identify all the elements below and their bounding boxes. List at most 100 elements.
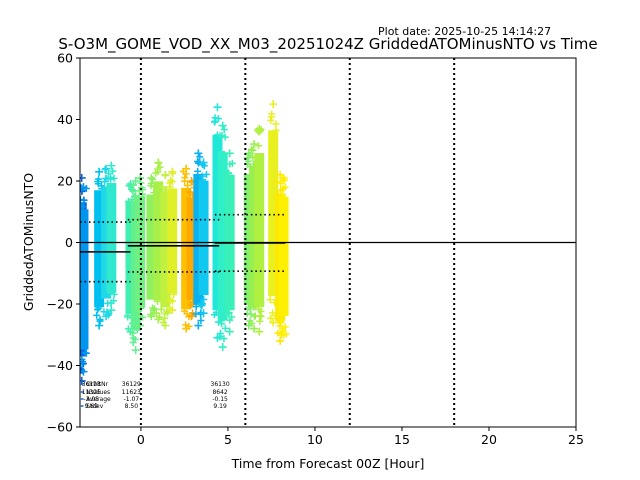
scatter-column-core	[243, 173, 254, 305]
stats-value: 11623	[122, 389, 141, 396]
x-tick-label: 15	[394, 432, 410, 447]
scatter-min-point	[80, 367, 88, 376]
scatter-point	[192, 303, 200, 311]
scatter-point	[279, 190, 287, 198]
scatter-point	[124, 311, 132, 319]
stats-label: Average	[86, 396, 111, 403]
scatter-column-core	[268, 130, 279, 297]
scatter-point	[218, 148, 226, 156]
scatter-min-point	[95, 321, 104, 330]
scatter-min-point	[154, 315, 163, 324]
scatter-min-point	[225, 327, 234, 336]
scatter-point	[95, 304, 103, 312]
scatter-point	[170, 291, 178, 299]
scatter-max-point	[199, 158, 208, 167]
scatter-point	[248, 319, 256, 327]
scatter-point	[278, 316, 286, 324]
scatter-max-point	[154, 158, 163, 167]
scatter-min-point	[182, 324, 191, 333]
scatter-max-point	[279, 173, 288, 182]
scatter-column-core	[198, 180, 209, 296]
scatter-point	[255, 142, 263, 150]
scatter-max-point	[102, 164, 111, 173]
stats-label: Stdev	[86, 403, 104, 410]
stats-value: 8642	[212, 389, 227, 396]
scatter-min-point	[194, 321, 203, 330]
scatter-column-core	[160, 192, 171, 308]
scatter-point	[133, 326, 141, 334]
scatter-point	[110, 174, 118, 182]
scatter-min-point	[255, 327, 264, 336]
scatter-point	[268, 110, 276, 118]
scatter-max-point	[107, 161, 116, 170]
scatter-point	[272, 120, 280, 128]
scatter-point	[156, 163, 164, 171]
scatter-point	[225, 308, 233, 316]
scatter-min-point	[102, 312, 111, 321]
scatter-max-point	[182, 164, 191, 173]
scatter-point	[266, 296, 274, 304]
scatter-min-point	[250, 324, 259, 333]
scatter-max-point	[269, 100, 278, 109]
y-tick-label: 20	[57, 174, 73, 189]
scatter-point	[199, 176, 207, 184]
stats-value: 9.19	[213, 403, 227, 410]
scatter-point	[277, 179, 285, 187]
scatter-min-point	[276, 336, 285, 345]
scatter-point	[180, 307, 188, 315]
x-tick-label: 25	[568, 432, 584, 447]
scatter-min-point	[131, 346, 140, 355]
x-tick-label: 20	[481, 432, 497, 447]
scatter-point	[129, 187, 137, 195]
scatter-point	[152, 309, 160, 317]
x-tick-label: 10	[307, 432, 323, 447]
scatter-max-point	[80, 183, 88, 192]
scatter-point	[103, 308, 111, 316]
scatter-column-core	[278, 196, 289, 316]
scatter-max-point	[136, 173, 145, 182]
scatter-point	[255, 306, 263, 314]
scatter-column-core	[80, 209, 89, 350]
scatter-max-point	[131, 177, 140, 185]
scatter-point	[267, 314, 275, 322]
scatter-point	[80, 203, 87, 211]
scatter-point	[220, 335, 228, 343]
scatter-column-core	[254, 153, 265, 308]
scatter-column-core	[153, 181, 164, 301]
scatter-point	[211, 311, 219, 319]
scatter-point	[228, 159, 236, 167]
scatter-point	[218, 320, 226, 328]
stats-value: 8.50	[125, 403, 139, 410]
scatter-point	[104, 169, 112, 177]
stats-value: 11325	[82, 389, 101, 396]
scatter-column-core	[181, 187, 192, 310]
scatter-point	[130, 181, 138, 189]
scatter-max-point	[147, 173, 156, 182]
scatter-point	[93, 311, 101, 319]
scatter-min-point	[161, 321, 170, 330]
scatter-point	[279, 327, 287, 335]
scatter-point	[194, 157, 202, 165]
scatter-point	[272, 126, 280, 134]
chart-title: S-O3M_GOME_VOD_XX_M03_20251024Z GriddedA…	[58, 35, 597, 54]
scatter-point	[154, 298, 162, 306]
scatter-point	[221, 324, 229, 332]
scatter-point	[273, 178, 281, 186]
scatter-point	[244, 157, 252, 165]
scatter-min-point	[168, 306, 177, 315]
scatter-point	[110, 290, 118, 298]
scatter-point	[135, 187, 143, 195]
stats-value: -3.05	[84, 396, 100, 403]
scatter-column-core	[146, 194, 157, 300]
scatter-column-core	[217, 152, 228, 321]
scatter-point	[107, 299, 115, 307]
y-tick-label: 40	[57, 112, 73, 127]
scatter-column-core	[94, 190, 105, 308]
scatter-column-core	[167, 188, 178, 294]
scatter-point	[181, 177, 189, 185]
stats-value: -1.07	[124, 396, 140, 403]
y-tick-label: 0	[65, 235, 73, 250]
scatter-point	[131, 336, 139, 344]
